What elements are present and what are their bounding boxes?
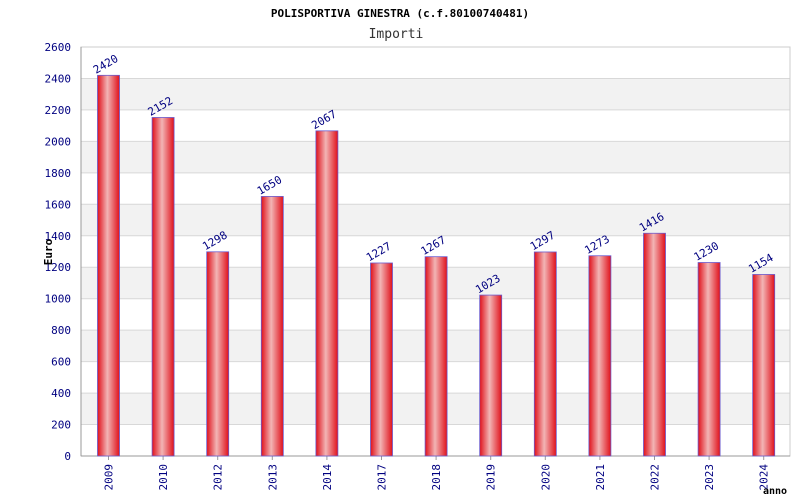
bar-2023	[697, 262, 721, 457]
grid-band	[81, 78, 790, 110]
y-tick-label: 2600	[45, 41, 72, 54]
tick-labels: 0 200 400 600 800 1000 1200 1400 1600 1800 2000 220…	[45, 41, 771, 491]
x-tick-label-2020: 2020	[539, 464, 552, 491]
y-tick-label: 600	[51, 356, 71, 369]
data-label-2009: 2420	[91, 52, 120, 77]
y-tick-label: 1600	[45, 198, 72, 211]
bar-2022	[643, 232, 666, 457]
x-tick-label-2022: 2022	[649, 464, 662, 491]
x-tick-label-2017: 2017	[376, 464, 389, 491]
bar-2024	[752, 274, 776, 457]
y-tick-label: 400	[51, 387, 71, 400]
x-tick-label-2024: 2024	[758, 464, 771, 491]
bar-2020	[533, 251, 557, 457]
y-tick-label: 1200	[45, 261, 72, 274]
bar-2012	[206, 251, 230, 457]
bar-2013	[260, 196, 284, 457]
x-tick-label-2010: 2010	[157, 464, 170, 491]
y-tick-label: 1800	[45, 167, 72, 180]
x-tick-label-2009: 2009	[103, 464, 116, 491]
grid-band	[81, 141, 790, 173]
bar-2019	[479, 294, 503, 457]
data-label-2017: 1227	[364, 240, 393, 265]
bars	[97, 74, 776, 457]
bar-2017	[370, 262, 393, 457]
x-tick-label-2019: 2019	[485, 464, 498, 491]
y-tick-label: 2400	[45, 72, 72, 85]
x-tick-label-2023: 2023	[703, 464, 716, 491]
y-tick-label: 800	[51, 324, 71, 337]
y-tick-label: 2200	[45, 104, 72, 117]
y-tick-label: 1000	[45, 293, 72, 306]
x-axis-label: anno	[763, 486, 787, 497]
grid-band	[81, 204, 790, 236]
y-tick-label: 1400	[45, 230, 72, 243]
x-tick-label-2014: 2014	[321, 464, 334, 491]
x-tick-label-2021: 2021	[594, 464, 607, 491]
y-tick-label: 0	[64, 450, 71, 463]
data-label-2014: 2067	[309, 108, 338, 133]
bar-2018	[424, 256, 448, 457]
y-tick-label: 2000	[45, 135, 72, 148]
bar-2021	[588, 255, 612, 457]
x-tick-label-2012: 2012	[212, 464, 225, 491]
bar-2009	[97, 74, 120, 457]
bar-2014	[315, 130, 339, 457]
x-tick-label-2018: 2018	[430, 464, 443, 491]
data-label-2013: 1650	[255, 173, 284, 198]
grid-bands	[81, 78, 790, 425]
y-axis-label: Euro	[42, 238, 55, 265]
chart-title: POLISPORTIVA GINESTRA (c.f.80100740481)	[271, 7, 529, 20]
x-tick-label-2013: 2013	[266, 464, 279, 491]
chart-subtitle: Importi	[369, 27, 424, 42]
data-label-2018: 1267	[419, 233, 448, 258]
y-tick-label: 200	[51, 419, 71, 432]
bar-2010	[151, 117, 175, 457]
data-label-2023: 1230	[692, 239, 721, 264]
